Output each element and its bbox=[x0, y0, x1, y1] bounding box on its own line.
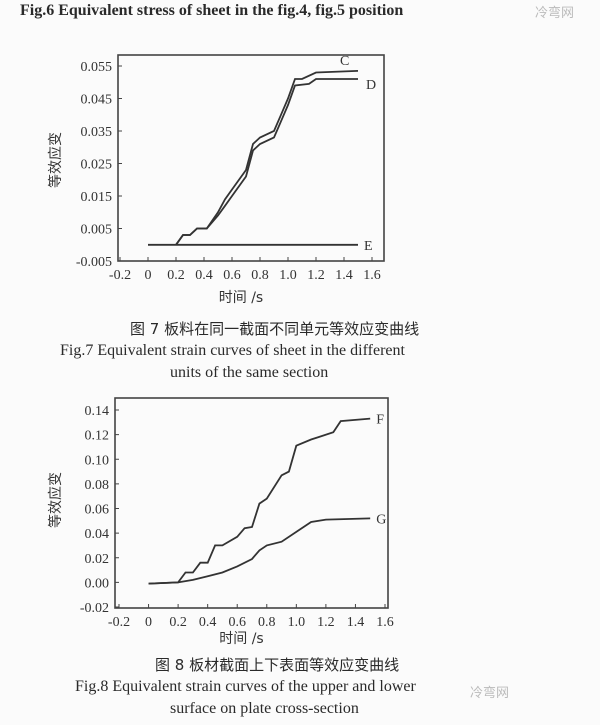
y-axis-label: 等效应变 bbox=[47, 132, 64, 188]
x-tick-label: 1.4 bbox=[347, 615, 365, 630]
fig8-caption-en-2: surface on plate cross-section bbox=[170, 700, 359, 717]
series-label-E: E bbox=[364, 239, 373, 254]
y-tick-label: 0.005 bbox=[81, 223, 113, 238]
series-label-F: F bbox=[376, 413, 384, 428]
y-tick-label: 0.00 bbox=[85, 576, 110, 591]
series-label-G: G bbox=[376, 512, 386, 527]
y-tick-label: 0.04 bbox=[85, 527, 110, 542]
series-line-G bbox=[148, 517, 371, 585]
y-tick-label: -0.02 bbox=[80, 601, 109, 616]
fig7-caption-en-1: Fig.7 Equivalent strain curves of sheet … bbox=[60, 342, 405, 359]
plot-frame-2 bbox=[114, 397, 389, 609]
x-tick-label: 1.2 bbox=[307, 268, 325, 283]
series-label-D: D bbox=[366, 78, 376, 93]
series-line-F bbox=[148, 417, 371, 585]
x-tick-label: 0.4 bbox=[199, 615, 217, 630]
y-tick-label: 0.015 bbox=[81, 190, 113, 205]
fig8-caption-en-1: Fig.8 Equivalent strain curves of the up… bbox=[75, 678, 416, 695]
y-tick-label: 0.14 bbox=[85, 404, 110, 419]
x-tick-label: -0.2 bbox=[108, 615, 130, 630]
x-tick-label: 0.8 bbox=[258, 615, 276, 630]
y-axis-label: 等效应变 bbox=[47, 472, 64, 528]
x-tick-label: 0 bbox=[145, 268, 152, 283]
x-tick-label: 1.0 bbox=[279, 268, 297, 283]
x-tick-label: 0.6 bbox=[228, 615, 246, 630]
x-tick-label: 1.2 bbox=[317, 615, 335, 630]
y-tick-label: 0.025 bbox=[81, 158, 113, 173]
y-tick-label: 0.045 bbox=[81, 93, 113, 108]
x-tick-label: 1.6 bbox=[363, 268, 381, 283]
x-tick-label: 0.4 bbox=[195, 268, 213, 283]
plot-frame-1 bbox=[117, 54, 385, 262]
x-tick-label: 0.6 bbox=[223, 268, 241, 283]
x-axis-label: 时间 /s bbox=[219, 290, 263, 306]
watermark: 冷弯网 bbox=[535, 6, 575, 21]
figure-title: Fig.6 Equivalent stress of sheet in the … bbox=[20, 2, 404, 19]
y-tick-label: 0.02 bbox=[85, 552, 110, 567]
x-axis-label: 时间 /s bbox=[219, 631, 263, 647]
x-tick-label: 0.2 bbox=[169, 615, 187, 630]
x-tick-label: 0 bbox=[145, 615, 152, 630]
x-tick-label: 1.6 bbox=[376, 615, 394, 630]
series-label-C: C bbox=[340, 54, 349, 69]
y-tick-label: 0.035 bbox=[81, 125, 113, 140]
y-tick-label: 0.06 bbox=[85, 503, 110, 518]
series-line-C bbox=[175, 70, 359, 246]
y-tick-label: 0.10 bbox=[85, 453, 110, 468]
y-tick-label: 0.08 bbox=[85, 478, 110, 493]
x-tick-label: 1.4 bbox=[335, 268, 353, 283]
x-tick-label: -0.2 bbox=[109, 268, 131, 283]
x-tick-label: 1.0 bbox=[288, 615, 306, 630]
fig7-caption-en-2: units of the same section bbox=[170, 364, 329, 381]
x-tick-label: 0.8 bbox=[251, 268, 269, 283]
x-tick-label: 0.2 bbox=[167, 268, 185, 283]
watermark-2: 冷弯网 bbox=[470, 686, 510, 701]
series-line-D bbox=[175, 78, 358, 246]
fig8-caption-cn: 图 8 板材截面上下表面等效应变曲线 bbox=[155, 656, 400, 674]
fig7-caption-cn: 图 7 板料在同一截面不同单元等效应变曲线 bbox=[130, 320, 420, 338]
y-tick-label: 0.055 bbox=[81, 60, 113, 75]
y-tick-label: 0.12 bbox=[85, 429, 110, 444]
y-tick-label: -0.005 bbox=[76, 255, 112, 270]
